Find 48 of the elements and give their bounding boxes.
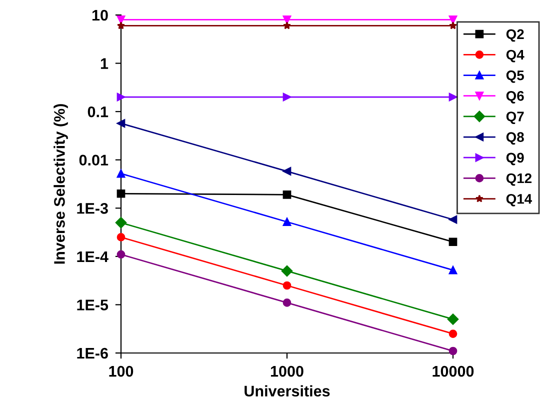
point xyxy=(116,189,126,198)
legend-label: Q4 xyxy=(506,50,524,62)
point xyxy=(448,330,458,338)
point xyxy=(448,215,458,224)
point xyxy=(448,238,458,246)
legend-label: Q2 xyxy=(506,29,524,42)
legend-label: Q5 xyxy=(506,70,524,83)
y-tick-label: 1E-5 xyxy=(77,300,108,310)
point xyxy=(448,92,458,102)
point xyxy=(283,22,291,30)
point xyxy=(116,233,126,242)
x-axis-title: Universities xyxy=(244,385,330,397)
point xyxy=(449,22,457,30)
legend-label: Q12 xyxy=(506,173,532,186)
point xyxy=(281,265,293,277)
legend-label: Q7 xyxy=(506,112,524,124)
point xyxy=(116,169,126,178)
legend-label: Q9 xyxy=(506,152,524,166)
legend-label: Q6 xyxy=(506,91,524,104)
y-tick-label: 1E-4 xyxy=(77,251,108,262)
point xyxy=(282,218,292,226)
legend-label: Q8 xyxy=(506,132,524,145)
y-tick-label: 1E-3 xyxy=(77,203,108,214)
point xyxy=(115,217,127,228)
x-tick-label: 10000 xyxy=(432,366,474,377)
point xyxy=(282,92,292,102)
y-tick-label: 10 xyxy=(92,10,108,21)
x-tick-label: 1000 xyxy=(270,366,304,377)
y-tick-label: 0.1 xyxy=(88,106,108,118)
point xyxy=(117,22,125,30)
point xyxy=(116,250,126,259)
point xyxy=(448,266,458,274)
point xyxy=(447,314,459,325)
x-tick-label: 100 xyxy=(109,366,134,377)
y-tick-label: 0.01 xyxy=(79,154,108,166)
y-axis-title: Inverse Selectivity (%) xyxy=(54,104,68,264)
y-tick-label: 1 xyxy=(100,58,108,69)
point xyxy=(282,298,292,307)
point xyxy=(116,119,126,128)
point xyxy=(448,346,458,356)
point xyxy=(282,167,292,176)
point xyxy=(282,190,292,199)
point xyxy=(282,16,292,24)
point xyxy=(116,92,126,102)
point xyxy=(448,16,458,24)
point xyxy=(282,281,292,290)
y-tick-label: 1E-6 xyxy=(77,348,108,359)
legend-label: Q14 xyxy=(506,194,532,206)
